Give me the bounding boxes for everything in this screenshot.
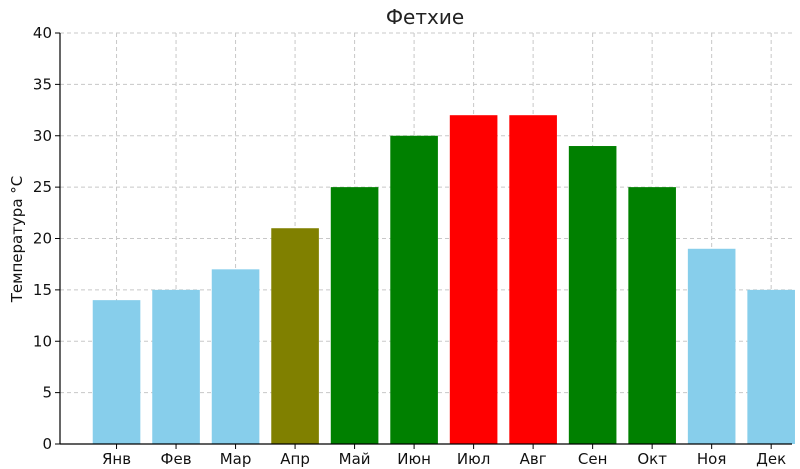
x-tick-label: Сен: [578, 450, 608, 468]
bar-10: [628, 187, 676, 444]
chart-title: Фетхие: [386, 5, 464, 29]
x-tick-label: Авг: [520, 450, 547, 468]
bar-1: [92, 300, 141, 444]
bar-11: [687, 248, 736, 444]
x-tick-label: Окт: [637, 450, 667, 468]
bar-12: [747, 289, 795, 444]
bar-3: [211, 269, 260, 444]
x-tick-label: Фев: [161, 450, 192, 468]
bar-7: [449, 115, 498, 444]
y-tick-label: 15: [33, 281, 52, 299]
y-tick-label: 5: [42, 384, 52, 402]
x-tick-label: Мар: [220, 450, 252, 468]
x-tick-label: Дек: [756, 450, 786, 468]
y-tick-label: 35: [33, 75, 52, 93]
bar-6: [390, 135, 438, 444]
bars: [92, 115, 795, 444]
y-tick-label: 30: [33, 127, 52, 145]
x-ticks: Янв Фев Мар Апр Май Июн Июл Авг Сен Окт Ноя Дек: [102, 444, 786, 468]
x-tick-label: Май: [339, 450, 371, 468]
y-tick-label: 40: [33, 24, 52, 42]
y-tick-label: 10: [33, 332, 52, 350]
bar-2: [152, 289, 200, 444]
y-axis-label: Температура °C: [8, 176, 26, 304]
bar-4: [271, 228, 319, 444]
bar-9: [568, 146, 617, 444]
x-tick-label: Апр: [280, 450, 310, 468]
y-tick-label: 20: [33, 230, 52, 248]
y-ticks: 0 5 10 15 20 25 30 35 40: [33, 24, 60, 453]
x-tick-label: Ноя: [697, 450, 726, 468]
y-tick-label: 25: [33, 178, 52, 196]
bar-5: [330, 187, 379, 444]
y-tick-label: 0: [42, 435, 52, 453]
x-tick-label: Июл: [457, 450, 490, 468]
x-tick-label: Июн: [397, 450, 431, 468]
bar-8: [509, 115, 557, 444]
x-tick-label: Янв: [102, 450, 131, 468]
